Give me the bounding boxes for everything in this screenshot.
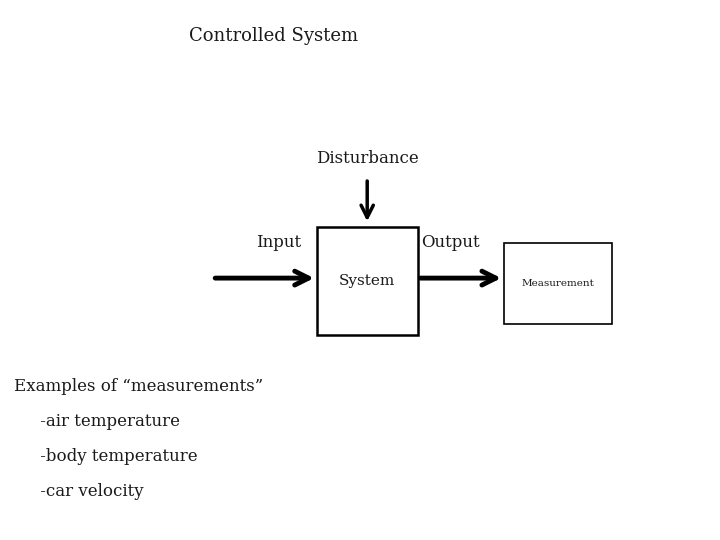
Text: System: System — [339, 274, 395, 288]
Text: Examples of “measurements”: Examples of “measurements” — [14, 378, 264, 395]
Text: -car velocity: -car velocity — [14, 483, 144, 500]
Text: Output: Output — [421, 234, 480, 251]
Text: Disturbance: Disturbance — [316, 151, 418, 167]
Text: Input: Input — [256, 234, 301, 251]
Text: -air temperature: -air temperature — [14, 413, 181, 430]
Bar — [317, 227, 418, 335]
Text: Measurement: Measurement — [521, 279, 595, 288]
Bar — [504, 243, 612, 324]
Text: -body temperature: -body temperature — [14, 448, 198, 465]
Text: Controlled System: Controlled System — [189, 27, 358, 45]
